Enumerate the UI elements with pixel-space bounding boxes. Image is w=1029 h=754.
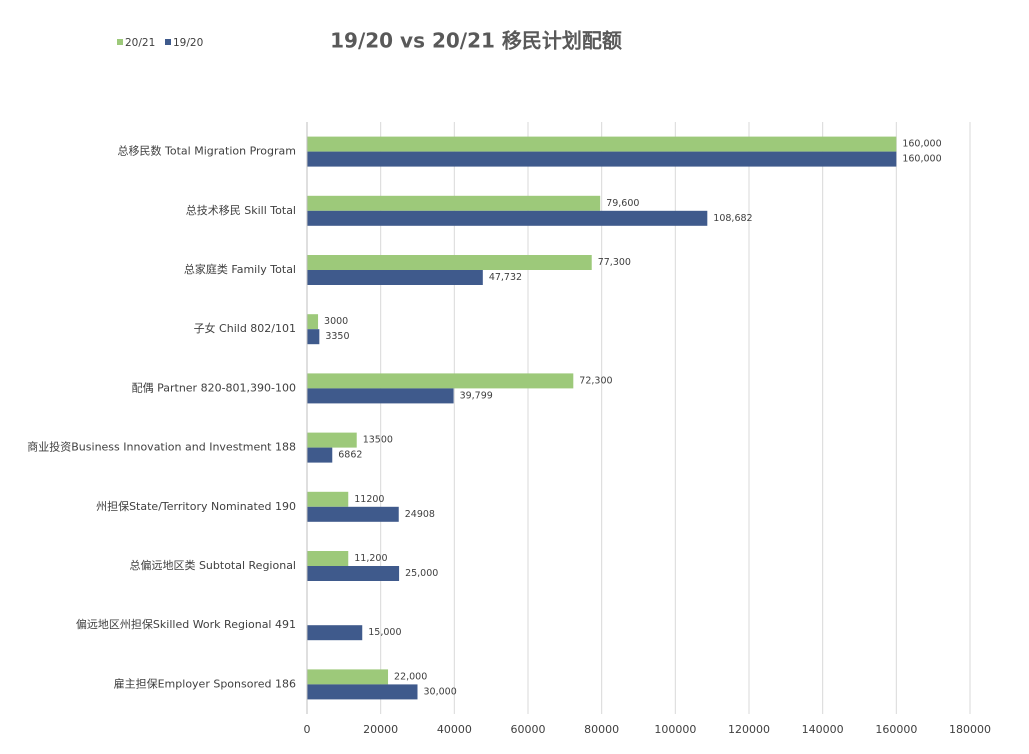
value-label: 79,600 <box>606 198 639 209</box>
bar <box>307 373 574 389</box>
x-tick-label: 80000 <box>584 723 619 736</box>
bar <box>307 447 333 463</box>
bar <box>307 491 349 507</box>
chart-title: 19/20 vs 20/21 移民计划配额 <box>330 29 622 53</box>
y-tick-label: 子女 Child 802/101 <box>194 321 296 335</box>
x-tick-label: 0 <box>304 723 311 736</box>
value-label: 25,000 <box>405 568 438 579</box>
bar <box>307 195 601 211</box>
y-tick-label: 总偏远地区类 Subtotal Regional <box>129 558 296 572</box>
bar <box>307 388 454 404</box>
x-tick-label: 180000 <box>949 723 991 736</box>
x-tick-label: 160000 <box>875 723 917 736</box>
bar <box>307 551 349 566</box>
value-label: 39,799 <box>460 390 493 401</box>
x-tick-label: 60000 <box>511 723 546 736</box>
value-label: 108,682 <box>713 213 752 224</box>
bar <box>307 329 320 345</box>
value-label: 15,000 <box>368 627 401 638</box>
value-label: 47,732 <box>489 272 522 283</box>
legend-label: 19/20 <box>173 37 203 49</box>
y-tick-label: 总家庭类 Family Total <box>184 262 296 276</box>
x-tick-label: 40000 <box>437 723 472 736</box>
legend-label: 20/21 <box>125 37 155 49</box>
bar <box>307 314 319 330</box>
y-tick-label: 雇主担保Employer Sponsored 186 <box>114 676 296 690</box>
legend-swatch <box>117 39 123 45</box>
value-label: 72,300 <box>579 375 612 386</box>
y-tick-label: 总移民数 Total Migration Program <box>118 144 296 158</box>
value-label: 160,000 <box>902 154 941 165</box>
bar <box>307 669 389 685</box>
x-tick-label: 140000 <box>802 723 844 736</box>
bar <box>307 136 897 152</box>
bar <box>307 566 400 581</box>
y-tick-label: 州担保State/Territory Nominated 190 <box>96 499 296 513</box>
value-label: 77,300 <box>598 257 631 268</box>
value-label: 11200 <box>354 494 384 505</box>
value-label: 30,000 <box>424 686 457 697</box>
legend-swatch <box>165 39 171 45</box>
bar <box>307 432 357 448</box>
value-label: 6862 <box>338 450 362 461</box>
value-label: 13500 <box>363 435 393 446</box>
y-tick-label: 偏远地区州担保Skilled Work Regional 491 <box>76 617 296 631</box>
bar <box>307 210 708 226</box>
value-label: 3350 <box>325 331 349 342</box>
bar <box>307 684 418 700</box>
bar <box>307 255 592 270</box>
bar <box>307 151 897 167</box>
y-tick-label: 总技术移民 Skill Total <box>186 203 296 217</box>
value-label: 22,000 <box>394 671 427 682</box>
y-tick-label: 商业投资Business Innovation and Investment 1… <box>27 440 296 454</box>
x-tick-label: 120000 <box>728 723 770 736</box>
bar <box>307 625 363 641</box>
bar <box>307 506 399 522</box>
x-tick-label: 100000 <box>654 723 696 736</box>
value-label: 24908 <box>405 509 435 520</box>
value-label: 160,000 <box>902 139 941 150</box>
y-tick-label: 配偶 Partner 820-801,390-100 <box>132 381 296 394</box>
bar <box>307 270 483 285</box>
x-tick-label: 20000 <box>363 723 398 736</box>
value-label: 11,200 <box>354 553 387 564</box>
value-label: 3000 <box>324 316 348 327</box>
